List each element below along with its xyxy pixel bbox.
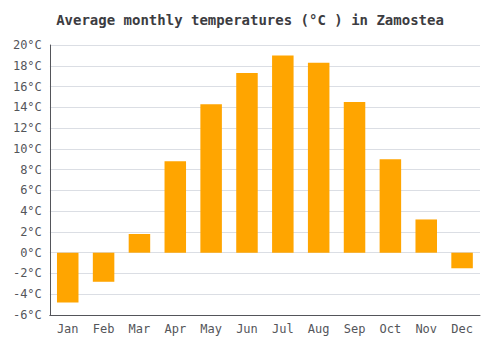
svg-text:Nov: Nov (415, 322, 437, 336)
svg-text:Jan: Jan (57, 322, 79, 336)
svg-text:Jun: Jun (236, 322, 258, 336)
svg-text:-4°C: -4°C (13, 287, 42, 301)
svg-text:Aug: Aug (308, 322, 330, 336)
svg-text:May: May (200, 322, 222, 336)
svg-text:Feb: Feb (93, 322, 115, 336)
svg-text:-2°C: -2°C (13, 266, 42, 280)
svg-text:Mar: Mar (129, 322, 151, 336)
svg-text:10°C: 10°C (13, 142, 42, 156)
svg-text:14°C: 14°C (13, 100, 42, 114)
svg-text:Sep: Sep (344, 322, 366, 336)
svg-text:Jul: Jul (272, 322, 294, 336)
svg-text:18°C: 18°C (13, 59, 42, 73)
svg-text:Apr: Apr (164, 322, 186, 336)
svg-text:6°C: 6°C (20, 183, 42, 197)
svg-text:Dec: Dec (451, 322, 473, 336)
svg-text:Oct: Oct (380, 322, 402, 336)
svg-text:12°C: 12°C (13, 121, 42, 135)
svg-text:16°C: 16°C (13, 80, 42, 94)
svg-text:Average monthly temperatures (: Average monthly temperatures (°C ) in Za… (56, 12, 444, 28)
svg-text:20°C: 20°C (13, 38, 42, 52)
svg-text:0°C: 0°C (20, 246, 42, 260)
svg-text:4°C: 4°C (20, 204, 42, 218)
svg-text:8°C: 8°C (20, 163, 42, 177)
svg-text:2°C: 2°C (20, 225, 42, 239)
svg-text:-6°C: -6°C (13, 308, 42, 322)
